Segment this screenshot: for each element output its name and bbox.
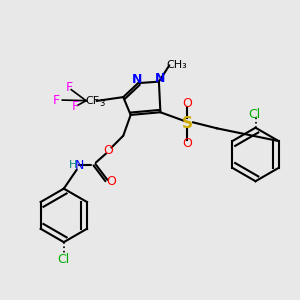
Text: F: F <box>53 94 60 106</box>
Text: N: N <box>75 159 84 172</box>
Text: O: O <box>106 175 116 188</box>
Text: H: H <box>68 160 77 170</box>
Text: O: O <box>182 98 192 110</box>
Text: Cl: Cl <box>58 254 70 266</box>
Text: O: O <box>103 144 113 157</box>
Text: CH₃: CH₃ <box>167 60 187 70</box>
Text: F: F <box>66 81 73 94</box>
Text: Cl: Cl <box>248 108 260 121</box>
Text: F: F <box>72 100 79 113</box>
Text: S: S <box>182 116 193 131</box>
Text: O: O <box>182 137 192 150</box>
Text: N: N <box>155 72 166 85</box>
Text: 3: 3 <box>99 99 104 108</box>
Text: CF: CF <box>86 96 100 106</box>
Text: N: N <box>131 73 142 86</box>
